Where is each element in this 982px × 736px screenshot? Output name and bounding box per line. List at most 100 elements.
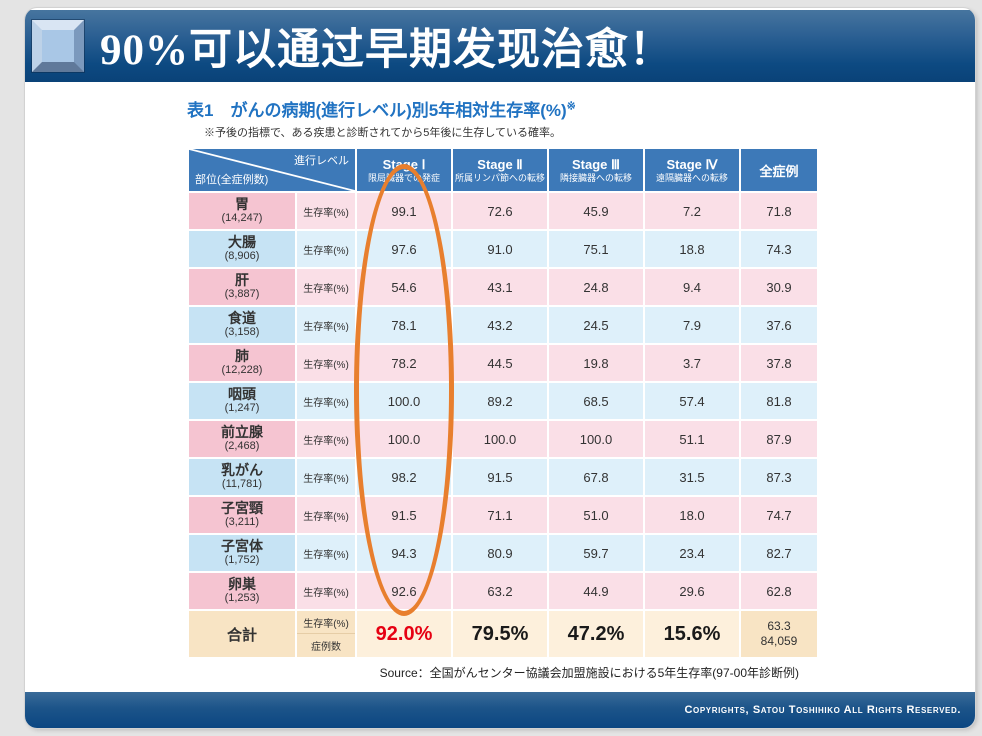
value-cell: 7.9 (645, 307, 739, 343)
value-cell: 45.9 (549, 193, 643, 229)
slide-header-band: 90%可以通过早期发现治愈！ (25, 10, 975, 82)
totals-all-cases-count: 84,059 (760, 634, 798, 648)
value-cell: 98.2 (357, 459, 451, 495)
part-cell: 前立腺 (2,468) (189, 421, 295, 457)
table-subtitle: ※予後の指標で、ある疾患と診断されてから5年後に生存している確率。 (204, 127, 562, 139)
value-cell: 97.6 (357, 231, 451, 267)
rate-label-cell: 生存率(%) (297, 345, 355, 381)
rate-label-cell: 生存率(%) (297, 383, 355, 419)
value-cell: 80.9 (453, 535, 547, 571)
rate-label-cell: 生存率(%) (297, 535, 355, 571)
value-cell: 29.6 (645, 573, 739, 609)
rate-label-cell: 生存率(%) (297, 231, 355, 267)
value-cell: 72.6 (453, 193, 547, 229)
table-row: 乳がん (11,781) 生存率(%) 98.2 91.5 67.8 31.5 87.3 (189, 459, 817, 495)
corner-label-part: 部位(全症例数) (195, 174, 269, 186)
totals-sublabel-count: 症例数 (311, 642, 341, 653)
value-cell: 74.3 (741, 231, 817, 267)
rate-label-cell: 生存率(%) (297, 193, 355, 229)
totals-row: 合計 生存率(%) 症例数 92.0% 79.5% 47.2% 15.6% 63… (189, 611, 817, 657)
value-cell: 100.0 (357, 421, 451, 457)
totals-all-cases-cell: 63.3 84,059 (741, 611, 817, 657)
value-cell: 43.2 (453, 307, 547, 343)
totals-label: 合計 (189, 611, 295, 657)
value-cell: 99.1 (357, 193, 451, 229)
value-cell: 68.5 (549, 383, 643, 419)
table-header-row: 進行レベル 部位(全症例数) Stage Ⅰ 限局臓器での発症 Stage Ⅱ … (189, 149, 817, 191)
totals-stage2-value: 79.5% (453, 611, 547, 657)
table-row: 咽頭 (1,247) 生存率(%) 100.0 89.2 68.5 57.4 81.8 (189, 383, 817, 419)
value-cell: 94.3 (357, 535, 451, 571)
table-title-text: 表1 がんの病期(進行レベル)別5年相対生存率(%) (187, 101, 567, 120)
table-row: 食道 (3,158) 生存率(%) 78.1 43.2 24.5 7.9 37.6 (189, 307, 817, 343)
value-cell: 3.7 (645, 345, 739, 381)
value-cell: 67.8 (549, 459, 643, 495)
part-cell: 食道 (3,158) (189, 307, 295, 343)
rate-label-cell: 生存率(%) (297, 421, 355, 457)
corner-label-level: 進行レベル (294, 155, 349, 167)
slide: 90%可以通过早期发现治愈！ 表1 がんの病期(進行レベル)別5年相対生存率(%… (25, 8, 975, 728)
rate-label-cell: 生存率(%) (297, 269, 355, 305)
value-cell: 37.6 (741, 307, 817, 343)
value-cell: 23.4 (645, 535, 739, 571)
rate-label-cell: 生存率(%) (297, 573, 355, 609)
value-cell: 92.6 (357, 573, 451, 609)
col-header-stage1: Stage Ⅰ 限局臓器での発症 (357, 149, 451, 191)
totals-stage3-value: 47.2% (549, 611, 643, 657)
value-cell: 43.1 (453, 269, 547, 305)
value-cell: 91.5 (357, 497, 451, 533)
part-cell: 肺 (12,228) (189, 345, 295, 381)
value-cell: 71.8 (741, 193, 817, 229)
value-cell: 100.0 (357, 383, 451, 419)
value-cell: 87.9 (741, 421, 817, 457)
value-cell: 78.2 (357, 345, 451, 381)
col-header-stage4: Stage Ⅳ 遠隔臓器への転移 (645, 149, 739, 191)
rate-label-cell: 生存率(%) (297, 307, 355, 343)
slide-footer-bar: Copyrights, Satou Toshihiko All Rights R… (25, 692, 975, 728)
value-cell: 74.7 (741, 497, 817, 533)
value-cell: 100.0 (453, 421, 547, 457)
part-cell: 胃 (14,247) (189, 193, 295, 229)
rate-label-cell: 生存率(%) (297, 497, 355, 533)
source-note: Source：全国がんセンター協議会加盟施設における5年生存率(97-00年診断… (379, 666, 799, 680)
slide-title: 90%可以通过早期发现治愈！ (100, 27, 673, 74)
value-cell: 57.4 (645, 383, 739, 419)
totals-sublabel-cell: 生存率(%) 症例数 (297, 611, 355, 657)
value-cell: 87.3 (741, 459, 817, 495)
value-cell: 71.1 (453, 497, 547, 533)
table-row: 肝 (3,887) 生存率(%) 54.6 43.1 24.8 9.4 30.9 (189, 269, 817, 305)
col-header-stage3: Stage Ⅲ 隣接臓器への転移 (549, 149, 643, 191)
value-cell: 19.8 (549, 345, 643, 381)
value-cell: 51.1 (645, 421, 739, 457)
value-cell: 100.0 (549, 421, 643, 457)
part-cell: 乳がん (11,781) (189, 459, 295, 495)
value-cell: 31.5 (645, 459, 739, 495)
part-cell: 肝 (3,887) (189, 269, 295, 305)
totals-stage1-value: 92.0% (357, 611, 451, 657)
part-cell: 咽頭 (1,247) (189, 383, 295, 419)
value-cell: 37.8 (741, 345, 817, 381)
value-cell: 89.2 (453, 383, 547, 419)
table-row: 卵巣 (1,253) 生存率(%) 92.6 63.2 44.9 29.6 62.8 (189, 573, 817, 609)
value-cell: 18.8 (645, 231, 739, 267)
value-cell: 30.9 (741, 269, 817, 305)
table-row: 肺 (12,228) 生存率(%) 78.2 44.5 19.8 3.7 37.8 (189, 345, 817, 381)
rate-label-cell: 生存率(%) (297, 459, 355, 495)
value-cell: 51.0 (549, 497, 643, 533)
table-row: 子宮体 (1,752) 生存率(%) 94.3 80.9 59.7 23.4 82.7 (189, 535, 817, 571)
part-cell: 子宮頸 (3,211) (189, 497, 295, 533)
value-cell: 81.8 (741, 383, 817, 419)
part-cell: 大腸 (8,906) (189, 231, 295, 267)
survival-rate-table: 進行レベル 部位(全症例数) Stage Ⅰ 限局臓器での発症 Stage Ⅱ … (187, 147, 819, 659)
value-cell: 9.4 (645, 269, 739, 305)
value-cell: 62.8 (741, 573, 817, 609)
value-cell: 63.2 (453, 573, 547, 609)
table-row: 大腸 (8,906) 生存率(%) 97.6 91.0 75.1 18.8 74.3 (189, 231, 817, 267)
part-cell: 子宮体 (1,752) (189, 535, 295, 571)
value-cell: 18.0 (645, 497, 739, 533)
value-cell: 82.7 (741, 535, 817, 571)
totals-sublabel-rate: 生存率(%) (297, 611, 355, 634)
table-row: 胃 (14,247) 生存率(%) 99.1 72.6 45.9 7.2 71.8 (189, 193, 817, 229)
value-cell: 24.5 (549, 307, 643, 343)
totals-stage4-value: 15.6% (645, 611, 739, 657)
